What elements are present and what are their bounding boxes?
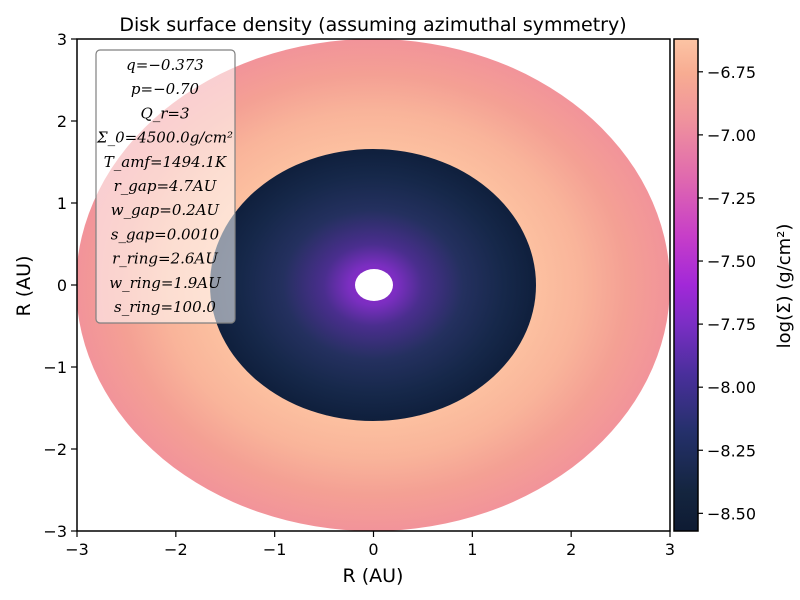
- y-tick-label: −2: [43, 440, 67, 459]
- legend-line: T_amf=1494.1K: [104, 153, 227, 171]
- colorbar-label: log(Σ) (g/cm²): [774, 224, 795, 349]
- colorbar-tick-label: −8.50: [707, 504, 756, 523]
- legend-line: q=−0.373: [126, 56, 204, 74]
- legend-line: w_ring=1.9AU: [109, 274, 222, 292]
- x-axis-label: R (AU): [343, 565, 404, 587]
- x-tick-label: −2: [164, 540, 188, 559]
- colorbar-frame: [673, 38, 699, 532]
- x-tick-label: 3: [665, 540, 675, 559]
- colorbar-tick-label: −8.25: [707, 441, 756, 460]
- legend-line: s_ring=100.0: [114, 298, 216, 316]
- legend-line: r_gap=4.7AU: [114, 177, 218, 195]
- x-tick-label: 0: [368, 540, 378, 559]
- parameter-legend: q=−0.373 p=−0.70 Q_r=3 Σ_0=4500.0g/cm² T_amf…: [95, 49, 236, 324]
- plot-area: [77, 39, 670, 531]
- y-axis-ticks: −3 −2 −1 0 1 2 3: [43, 30, 77, 541]
- inner-hole: [355, 269, 393, 301]
- colorbar-ticks: −8.50 −8.25 −8.00 −7.75 −7.50 −7.25 −7.00 −6.75: [698, 63, 756, 523]
- colorbar-tick-label: −7.25: [707, 189, 756, 208]
- y-tick-label: 2: [57, 112, 67, 131]
- legend-line: Σ_0=4500.0g/cm²: [96, 129, 233, 147]
- y-axis-label: R (AU): [13, 256, 35, 317]
- y-tick-label: 3: [57, 30, 67, 49]
- y-tick-label: 0: [57, 276, 67, 295]
- legend-line: r_ring=2.6AU: [112, 250, 219, 268]
- y-tick-label: −1: [43, 358, 67, 377]
- legend-line: p=−0.70: [131, 80, 200, 98]
- colorbar-fill: [674, 39, 698, 531]
- chart-title: Disk surface density (assuming azimuthal…: [119, 14, 626, 36]
- x-axis-ticks: −3 −2 −1 0 1 2 3: [65, 531, 675, 559]
- colorbar-tick-label: −7.00: [707, 126, 756, 145]
- colorbar: −8.50 −8.25 −8.00 −7.75 −7.50 −7.25 −7.00 −6.75…: [673, 38, 795, 532]
- colorbar-tick-label: −7.75: [707, 315, 756, 334]
- y-tick-label: −3: [43, 522, 67, 541]
- legend-line: Q_r=3: [140, 104, 189, 122]
- colorbar-tick-label: −7.50: [707, 252, 756, 271]
- y-tick-label: 1: [57, 194, 67, 213]
- colorbar-tick-label: −6.75: [707, 63, 756, 82]
- legend-line: s_gap=0.0010: [111, 225, 220, 243]
- x-tick-label: −3: [65, 540, 89, 559]
- colorbar-tick-label: −8.00: [707, 378, 756, 397]
- x-tick-label: 1: [467, 540, 477, 559]
- x-tick-label: −1: [263, 540, 287, 559]
- legend-lines: q=−0.373 p=−0.70 Q_r=3 Σ_0=4500.0g/cm² T_amf…: [96, 56, 233, 316]
- x-tick-label: 2: [566, 540, 576, 559]
- legend-line: w_gap=0.2AU: [111, 201, 221, 219]
- legend-box: [95, 49, 236, 324]
